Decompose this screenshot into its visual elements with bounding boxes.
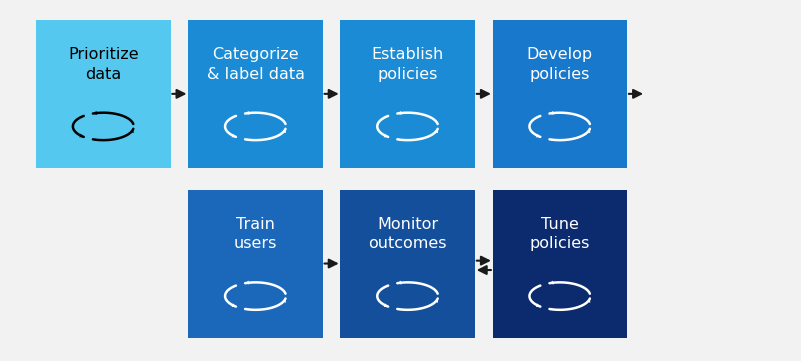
- Text: Tune
policies: Tune policies: [529, 217, 590, 251]
- Bar: [340, 190, 475, 338]
- Text: Prioritize
data: Prioritize data: [68, 47, 139, 82]
- Bar: [188, 20, 323, 168]
- Bar: [493, 20, 627, 168]
- Text: Train
users: Train users: [234, 217, 277, 251]
- Bar: [340, 20, 475, 168]
- Text: Establish
policies: Establish policies: [372, 47, 444, 82]
- Bar: [188, 190, 323, 338]
- Text: Monitor
outcomes: Monitor outcomes: [368, 217, 447, 251]
- Text: Categorize
& label data: Categorize & label data: [207, 47, 304, 82]
- Text: Develop
policies: Develop policies: [527, 47, 593, 82]
- Bar: [493, 190, 627, 338]
- Bar: [36, 20, 171, 168]
